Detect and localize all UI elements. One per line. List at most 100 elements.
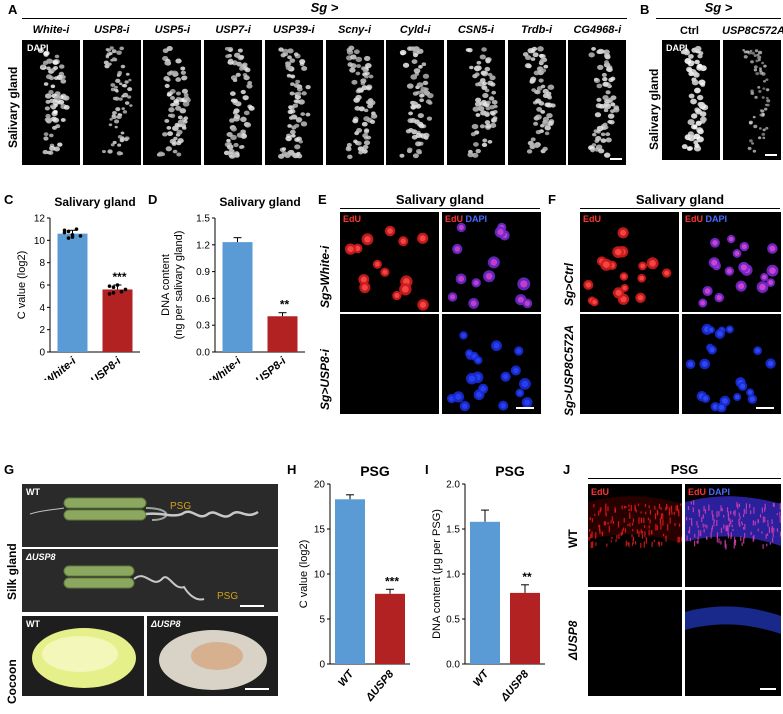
panel-a-image	[507, 40, 566, 165]
panel-a-image	[22, 40, 80, 165]
panel-g-mut-cocoon-tag: ΔUSP8	[151, 619, 181, 629]
y-tick-label: 4	[39, 303, 45, 314]
y-tick-label: 0.6	[196, 294, 210, 305]
panel-a-nuclei	[157, 46, 192, 157]
panel-e-bracket-line	[340, 208, 540, 209]
data-point	[115, 283, 120, 287]
panel-label-h: H	[287, 462, 297, 477]
panel-g-scalebar	[240, 605, 264, 607]
data-point	[107, 284, 112, 288]
data-point	[62, 230, 67, 235]
y-tick-label: 10	[34, 236, 46, 247]
panel-j-row1-label: WT	[566, 529, 580, 548]
panel-f-edu-top	[580, 212, 679, 312]
panel-a-image	[204, 40, 263, 165]
bar	[222, 242, 253, 352]
panel-e-edu-tag: EdU	[343, 214, 361, 224]
bar	[470, 521, 500, 664]
panel-label-b: B	[640, 2, 650, 17]
data-point	[66, 236, 71, 240]
panel-g-mut-silkgland: ΔUSP8 PSG	[22, 549, 278, 612]
panel-e-row2-label: Sg>USP8-i	[318, 348, 332, 410]
panel-g-row2-label: Cocoon	[5, 659, 19, 704]
panel-a-nuclei	[399, 46, 434, 159]
panel-j-merge-top	[685, 484, 781, 587]
y-axis-label: DNA content (μg per PSG)	[431, 509, 443, 639]
chart-c: Salivary gland 0 2 4 6 8 10 12 C value (log2) Sg>…	[16, 195, 140, 380]
data-point	[111, 285, 116, 290]
panel-a-image	[568, 40, 627, 165]
panel-j-row2-label: ΔUSP8	[566, 620, 580, 660]
chart-i: PSG 0.0 0.5 1.0 1.5 2.0 DNA content (μg per PS…	[431, 463, 545, 704]
y-tick-label: 8	[39, 258, 45, 269]
data-point	[70, 235, 75, 239]
category-label: Sg>USP8-i	[73, 355, 124, 380]
panel-e-merge-top	[442, 212, 541, 312]
panel-a-row-label: Salivary gland	[6, 66, 20, 148]
panel-b-image-ctrl	[662, 40, 720, 160]
panel-label-g: G	[4, 462, 15, 477]
category-label: WT	[336, 667, 357, 689]
panel-g-wt-cocoon-tag: WT	[26, 619, 40, 629]
panel-e-title: Salivary gland	[395, 192, 485, 207]
y-tick-label: 0.0	[196, 348, 210, 359]
panel-a-image	[325, 40, 384, 165]
panel-g-row1-label: Silk gland	[5, 543, 19, 600]
y-tick-label: 2.0	[446, 480, 460, 491]
panel-a-col-label: USP8-i	[93, 24, 130, 36]
y-tick-label: 1.2	[196, 240, 210, 251]
panel-b-nuclei-usp8	[742, 48, 771, 153]
panel-f-scalebar	[756, 407, 774, 409]
data-point	[107, 292, 112, 296]
panel-label-d: D	[148, 192, 158, 207]
panel-b-image-usp8	[723, 40, 781, 160]
panel-a-col-label: Scny-i	[337, 24, 371, 36]
panel-b-col-usp8-c572a: USP8C572A	[722, 25, 783, 37]
panel-f-edu-bottom	[580, 314, 679, 414]
panel-b-col-ctrl: Ctrl	[680, 25, 699, 37]
panel-f-merge-top	[682, 212, 781, 312]
panel-j-title: PSG	[670, 462, 699, 477]
y-tick-label: 1.5	[196, 214, 210, 225]
panel-g-mut-tag: ΔUSP8	[26, 552, 56, 562]
y-tick-label: 12	[34, 214, 46, 225]
significance-label: ***	[112, 270, 126, 284]
bar	[375, 593, 405, 664]
chart-h: PSG 0 5 10 15 20 C value (log2) WT *** ΔUSP8	[298, 463, 410, 704]
panel-j-edu-bottom	[588, 590, 682, 696]
panel-a-col-label: Cyld-i	[399, 24, 431, 36]
bar	[335, 499, 365, 664]
panel-j-merge-top-tissue	[685, 496, 781, 550]
panel-g-wt-tag: WT	[26, 487, 40, 497]
panel-label-e: E	[318, 192, 327, 207]
data-point	[74, 227, 79, 231]
panel-a-col-label: CSN5-i	[457, 24, 494, 36]
panel-b-nuclei-ctrl	[680, 45, 709, 152]
panel-b-bracket-line	[656, 18, 781, 19]
panel-g-cocoon-scalebar	[245, 688, 269, 690]
panel-a-image	[386, 40, 445, 165]
panel-g-wt-psg-tag: PSG	[170, 501, 192, 512]
panel-g-mut-silkgland-drawing	[63, 565, 205, 601]
panel-f-title: Salivary gland	[635, 192, 725, 207]
panel-f-row1-label: Sg>Ctrl	[562, 262, 576, 306]
y-tick-label: 0	[319, 660, 325, 671]
panel-b-stain-label: DAPI	[666, 43, 688, 53]
y-tick-label: 5	[319, 615, 325, 626]
panel-g-wt-cocoon-drawing	[32, 628, 136, 688]
panel-a-nuclei	[465, 47, 498, 158]
y-tick-label: 2	[39, 325, 45, 336]
panel-a-image	[143, 40, 202, 165]
y-axis-label: C value (log2)	[16, 251, 28, 319]
chart-title: Salivary gland	[54, 195, 135, 209]
panel-a-nuclei	[588, 47, 620, 158]
panel-j-merge-tag: EdU DAPI	[688, 487, 731, 497]
panel-f-merge-tag: EdU DAPI	[685, 214, 728, 224]
y-axis-label: C value (log2)	[298, 540, 310, 608]
chart-title: Salivary gland	[219, 195, 300, 209]
panel-e-scalebar	[516, 407, 534, 409]
y-tick-label: 1.5	[446, 525, 460, 536]
panel-j-merge-bottom-tissue	[685, 606, 781, 634]
panel-j-bracket-line	[588, 478, 781, 479]
panel-label-j: J	[563, 462, 571, 477]
